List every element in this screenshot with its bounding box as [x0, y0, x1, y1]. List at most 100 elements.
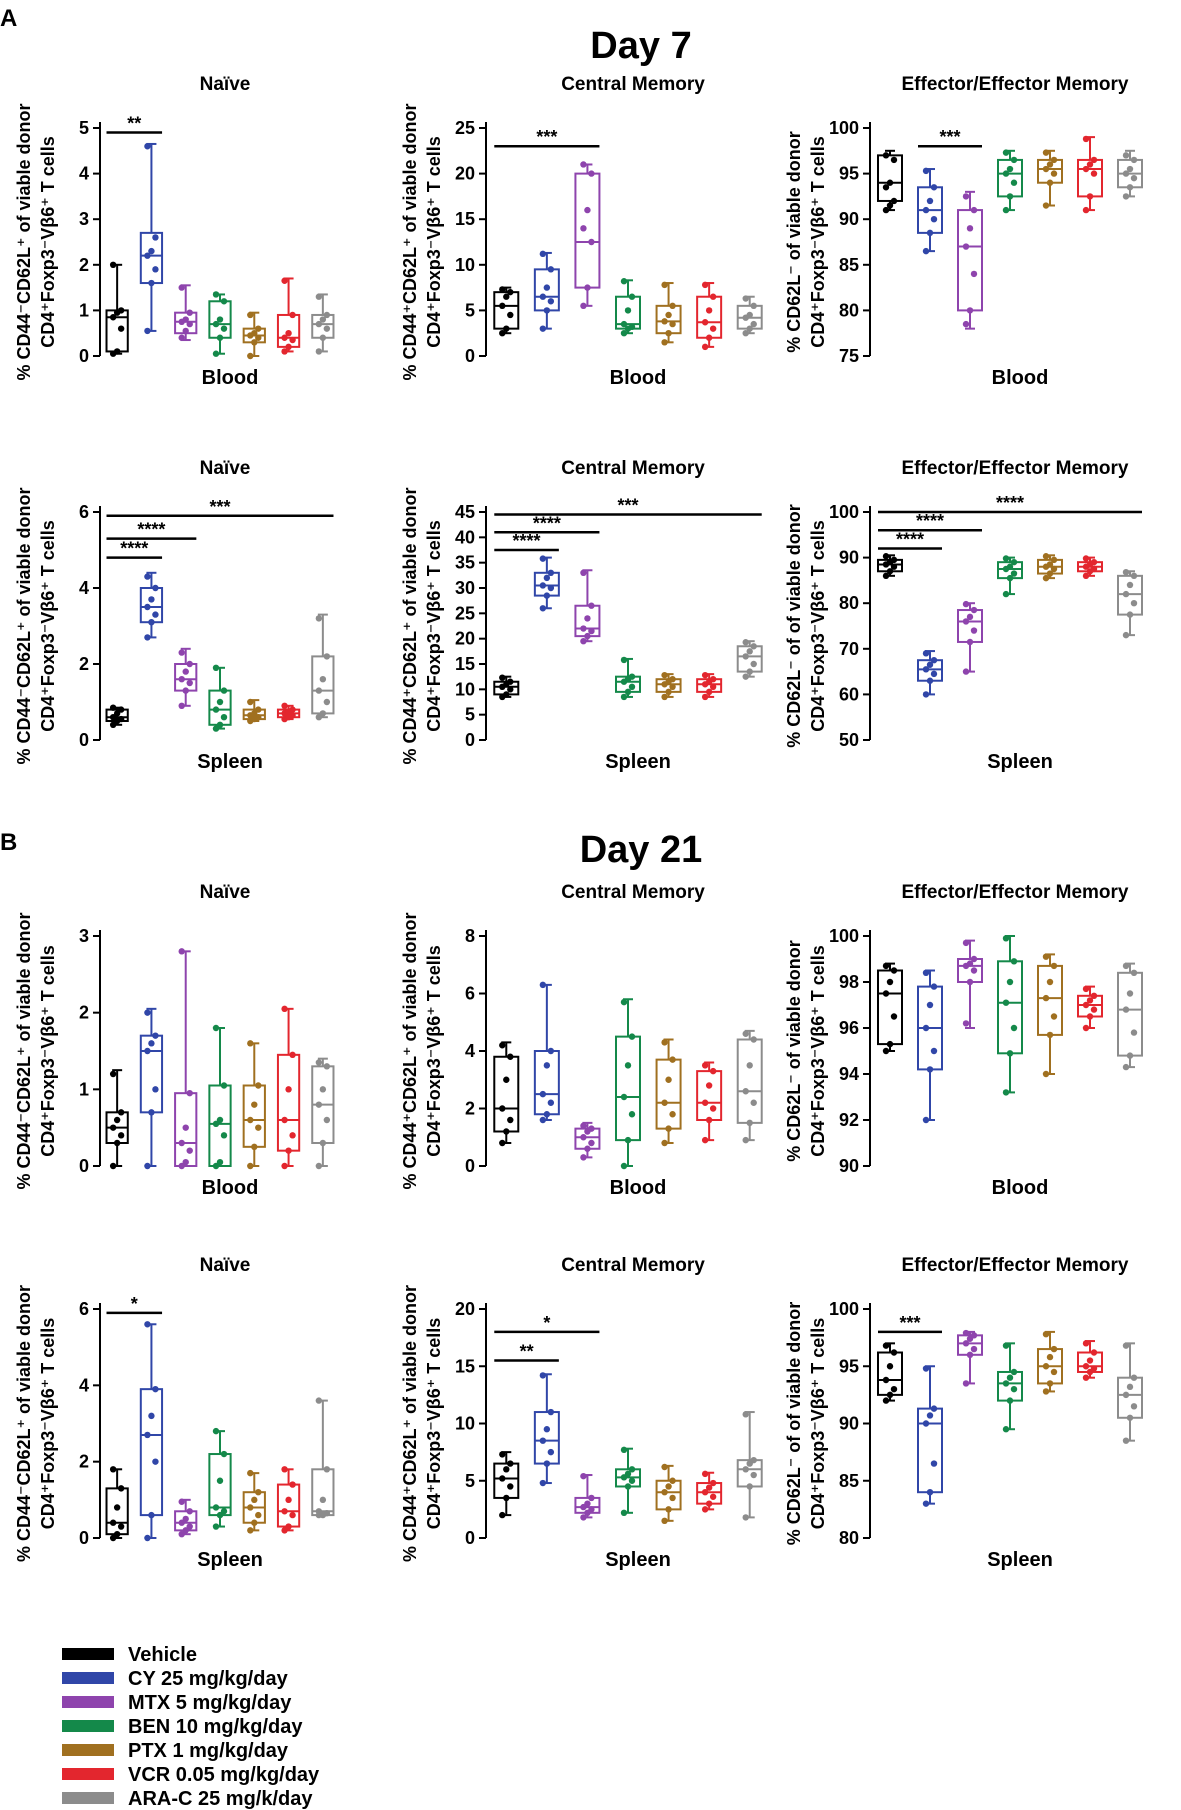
legend-label: Vehicle: [128, 1644, 197, 1666]
data-point: [1002, 206, 1010, 214]
data-point: [178, 1498, 185, 1505]
data-point: [543, 307, 551, 314]
box-iqr: [1117, 971, 1143, 1057]
data-point: [742, 673, 749, 680]
data-point: [705, 334, 713, 341]
box-7: [1117, 962, 1143, 1071]
data-point: [323, 1466, 331, 1473]
box-1: [105, 704, 129, 728]
box-iqr: [533, 1411, 560, 1465]
data-point: [620, 1446, 628, 1454]
data-point: [148, 1412, 155, 1420]
data-point: [315, 687, 323, 694]
data-point: [182, 668, 189, 675]
data-point: [624, 1062, 632, 1069]
data-point: [1002, 1342, 1010, 1349]
data-point: [216, 334, 224, 341]
data-point: [319, 1139, 327, 1147]
box-iqr: [139, 1388, 164, 1517]
data-point: [499, 674, 506, 681]
box-7: [1117, 149, 1143, 200]
data-point: [1002, 149, 1010, 156]
panel-7: Naïve Blood % CD44⁻CD62L⁺ of viable donor C…: [14, 882, 335, 1199]
box-iqr: [311, 1468, 335, 1517]
data-point: [926, 677, 934, 684]
data-point: [584, 615, 591, 622]
data-point: [930, 670, 938, 678]
data-point: [665, 688, 672, 696]
data-point: [152, 1385, 159, 1393]
box-iqr: [696, 295, 723, 339]
box-iqr: [615, 1035, 641, 1142]
data-point: [709, 1105, 717, 1112]
data-point: [212, 1523, 220, 1530]
y-tick-label: 0: [79, 730, 89, 750]
data-point: [1046, 978, 1054, 986]
y-tick-label: 5: [465, 705, 475, 725]
panel-6: Effector/Effector Memory Spleen % CD62L⁻ o…: [784, 458, 1143, 773]
panel-title: Central Memory: [561, 74, 705, 95]
data-point: [220, 325, 228, 332]
data-point: [547, 584, 555, 592]
data-point: [255, 1511, 262, 1519]
data-point: [584, 206, 591, 214]
legend-swatch: [62, 1792, 114, 1804]
data-point: [1086, 997, 1094, 1004]
data-point: [1122, 193, 1130, 200]
box-1: [493, 674, 520, 701]
data-point: [152, 234, 159, 241]
box-6: [276, 702, 301, 723]
data-point: [144, 252, 151, 259]
data-point: [890, 1385, 898, 1393]
data-point: [1122, 1006, 1130, 1013]
y-tick-label: 2: [79, 1003, 89, 1023]
y-tick-label: 15: [455, 209, 475, 229]
data-point: [543, 1426, 551, 1433]
y-tick-label: 90: [839, 209, 859, 229]
significance-label: ****: [137, 520, 165, 540]
data-point: [499, 286, 506, 293]
data-point: [1130, 1403, 1138, 1410]
data-point: [212, 1427, 220, 1435]
data-point: [148, 1109, 155, 1116]
y-tick-label: 90: [839, 1156, 859, 1176]
data-point: [1126, 184, 1134, 191]
data-point: [750, 302, 757, 310]
box-2: [139, 142, 164, 335]
significance-label: ****: [996, 493, 1024, 513]
data-point: [289, 311, 296, 319]
box-1: [493, 1451, 520, 1519]
day21-title: Day 21: [580, 829, 703, 871]
y-tick-label: 1: [79, 300, 89, 320]
y-tick-label: 20: [455, 1299, 475, 1319]
data-point: [701, 671, 709, 679]
panel-10: Naïve Spleen % CD44⁻CD62L⁺ of viable donor…: [14, 1255, 335, 1571]
data-point: [281, 702, 288, 709]
data-point: [117, 1523, 125, 1530]
data-point: [922, 666, 930, 673]
data-point: [281, 1005, 288, 1013]
box-1: [105, 261, 129, 357]
box-5: [655, 281, 682, 346]
panel-title: Effector/Effector Memory: [902, 882, 1129, 903]
data-point: [152, 1086, 159, 1093]
data-point: [970, 1332, 978, 1339]
data-point: [539, 1090, 547, 1098]
data-point: [1002, 170, 1010, 177]
data-point: [1126, 581, 1134, 589]
data-point: [669, 320, 676, 328]
panel-title: Effector/Effector Memory: [902, 1255, 1129, 1276]
data-point: [1082, 572, 1090, 580]
data-point: [499, 1042, 506, 1049]
data-point: [620, 1093, 628, 1101]
data-point: [1006, 1374, 1014, 1381]
data-point: [930, 216, 938, 223]
data-point: [178, 676, 185, 683]
y-axis-label-line2: CD4⁺Foxp3⁻Vβ6⁺ T cells: [424, 520, 444, 732]
y-axis-label-line1: % CD44⁺CD62L⁺ of viable donor: [400, 1285, 420, 1562]
panel-2: Central Memory Blood % CD44⁺CD62L⁺ of viab…: [400, 74, 763, 389]
data-point: [705, 1116, 713, 1124]
data-point: [1122, 1342, 1130, 1349]
data-point: [281, 1162, 288, 1170]
data-point: [1002, 1089, 1010, 1096]
